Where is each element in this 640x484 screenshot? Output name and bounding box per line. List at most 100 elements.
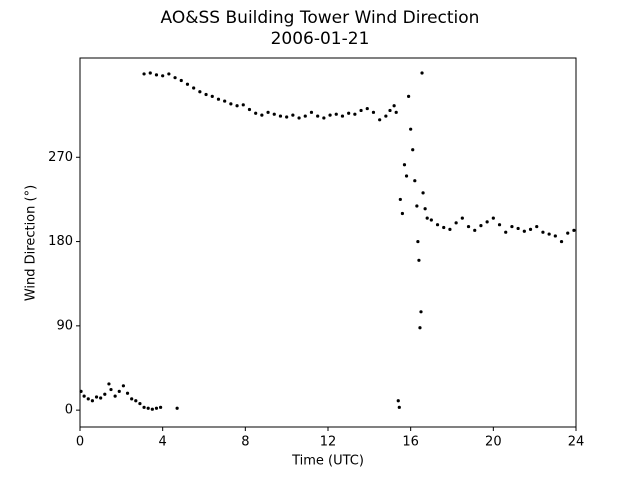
point	[473, 228, 477, 232]
point	[328, 113, 332, 117]
point	[409, 127, 413, 131]
point	[198, 90, 202, 94]
x-tick-label: 12	[320, 435, 337, 450]
point	[192, 86, 196, 90]
point	[235, 104, 239, 108]
point	[223, 99, 227, 103]
point	[179, 78, 183, 83]
point	[435, 223, 440, 227]
point	[260, 113, 264, 117]
point	[491, 216, 495, 220]
point	[109, 387, 113, 392]
point	[442, 225, 446, 230]
point	[398, 197, 402, 202]
point	[388, 108, 392, 113]
point	[396, 399, 400, 403]
point	[113, 394, 117, 398]
point	[407, 94, 411, 98]
chart-subtitle: 2006-01-21	[271, 29, 370, 49]
point	[510, 224, 514, 229]
point	[347, 111, 351, 115]
point	[303, 114, 307, 118]
point	[397, 405, 401, 409]
point	[371, 110, 376, 114]
point	[121, 384, 125, 388]
point	[322, 116, 326, 120]
x-tick-label: 4	[159, 435, 167, 450]
point	[94, 395, 99, 399]
x-tick-label: 16	[402, 435, 419, 450]
point	[419, 310, 423, 314]
point	[547, 232, 551, 236]
point	[411, 148, 415, 152]
x-tick-label: 0	[76, 435, 84, 450]
point	[316, 114, 320, 118]
point	[161, 74, 165, 78]
point	[421, 191, 425, 195]
point	[334, 112, 338, 116]
point	[559, 239, 564, 244]
point	[266, 110, 270, 114]
point	[138, 401, 142, 406]
point	[485, 220, 489, 224]
point	[99, 396, 103, 400]
y-tick-label: 270	[48, 150, 73, 165]
point	[417, 258, 421, 262]
point	[210, 94, 214, 98]
point	[90, 399, 94, 403]
point	[291, 113, 295, 117]
point	[566, 231, 570, 235]
point	[400, 211, 404, 216]
point	[154, 406, 159, 410]
point	[272, 112, 276, 116]
point	[297, 116, 301, 120]
y-axis-label: Wind Direction (°)	[24, 185, 39, 301]
chart-title: AO&SS Building Tower Wind Direction	[161, 8, 480, 28]
point	[146, 406, 150, 410]
point	[504, 230, 508, 234]
point	[254, 111, 258, 115]
point	[365, 106, 369, 111]
point	[413, 179, 417, 183]
point	[103, 392, 107, 396]
x-tick-label: 20	[485, 435, 502, 450]
point	[167, 72, 171, 76]
point	[148, 71, 152, 75]
point	[285, 115, 289, 119]
point	[159, 405, 163, 409]
point	[125, 391, 130, 395]
point	[466, 224, 471, 229]
y-tick-label: 0	[65, 403, 73, 418]
point	[154, 73, 159, 77]
point	[522, 229, 526, 233]
point	[416, 239, 420, 244]
point	[392, 104, 396, 108]
point	[130, 397, 134, 401]
point	[553, 234, 557, 238]
point	[429, 218, 433, 222]
point	[460, 216, 464, 220]
x-tick-label: 24	[568, 435, 585, 450]
point	[404, 174, 409, 178]
point	[378, 118, 382, 122]
x-axis-label: Time (UTC)	[291, 454, 364, 469]
point	[384, 114, 388, 118]
point	[216, 97, 221, 101]
point	[535, 224, 539, 229]
point	[175, 406, 179, 410]
point	[402, 163, 407, 167]
point	[173, 76, 177, 80]
point	[142, 405, 146, 409]
point	[415, 204, 419, 208]
point	[479, 224, 483, 228]
point	[418, 326, 422, 330]
point	[423, 207, 427, 211]
point	[420, 71, 424, 75]
x-tick-label: 8	[241, 435, 249, 450]
point	[150, 407, 154, 411]
point	[448, 227, 452, 231]
point	[541, 230, 545, 234]
y-tick-label: 180	[48, 234, 73, 249]
point	[572, 228, 576, 232]
